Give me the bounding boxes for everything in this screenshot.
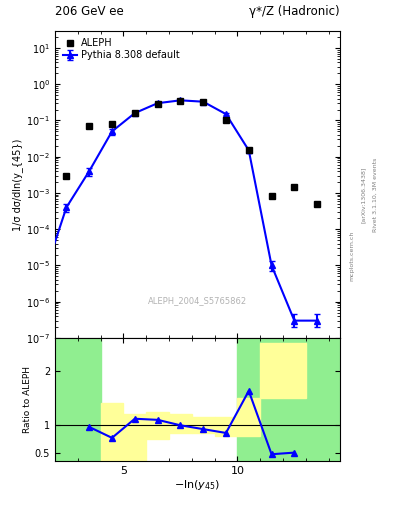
Bar <box>237 398 260 436</box>
Bar <box>192 417 215 434</box>
Text: mcplots.cern.ch: mcplots.cern.ch <box>349 231 354 281</box>
Bar <box>55 338 101 461</box>
Text: Rivet 3.1.10, 3M events: Rivet 3.1.10, 3M events <box>373 157 378 232</box>
ALEPH <box>87 123 92 129</box>
ALEPH <box>155 101 160 108</box>
Text: ALEPH_2004_S5765862: ALEPH_2004_S5765862 <box>148 296 247 306</box>
ALEPH <box>224 117 228 123</box>
Bar <box>260 344 283 398</box>
Bar <box>215 417 237 436</box>
Bar <box>283 344 306 398</box>
Bar <box>237 338 283 461</box>
Bar <box>283 338 340 461</box>
ALEPH <box>292 183 297 189</box>
Bar <box>169 414 192 434</box>
Text: [arXiv:1306.3438]: [arXiv:1306.3438] <box>361 166 366 223</box>
Bar <box>101 403 123 461</box>
ALEPH <box>110 121 114 127</box>
Text: γ*/Z (Hadronic): γ*/Z (Hadronic) <box>249 5 340 18</box>
Y-axis label: Ratio to ALEPH: Ratio to ALEPH <box>23 366 32 433</box>
Text: 206 GeV ee: 206 GeV ee <box>55 5 124 18</box>
Line: ALEPH: ALEPH <box>64 98 320 207</box>
ALEPH <box>269 194 274 200</box>
ALEPH <box>178 98 183 104</box>
Y-axis label: 1/σ dσ/dln(y_{45}): 1/σ dσ/dln(y_{45}) <box>12 138 23 230</box>
Bar <box>146 412 169 439</box>
Legend: ALEPH, Pythia 8.308 default: ALEPH, Pythia 8.308 default <box>60 35 183 63</box>
Bar <box>123 414 146 461</box>
ALEPH <box>64 173 69 179</box>
ALEPH <box>201 99 206 105</box>
ALEPH <box>315 201 320 207</box>
ALEPH <box>132 110 137 116</box>
X-axis label: $-\ln(y_{45})$: $-\ln(y_{45})$ <box>174 478 220 493</box>
ALEPH <box>246 147 251 154</box>
